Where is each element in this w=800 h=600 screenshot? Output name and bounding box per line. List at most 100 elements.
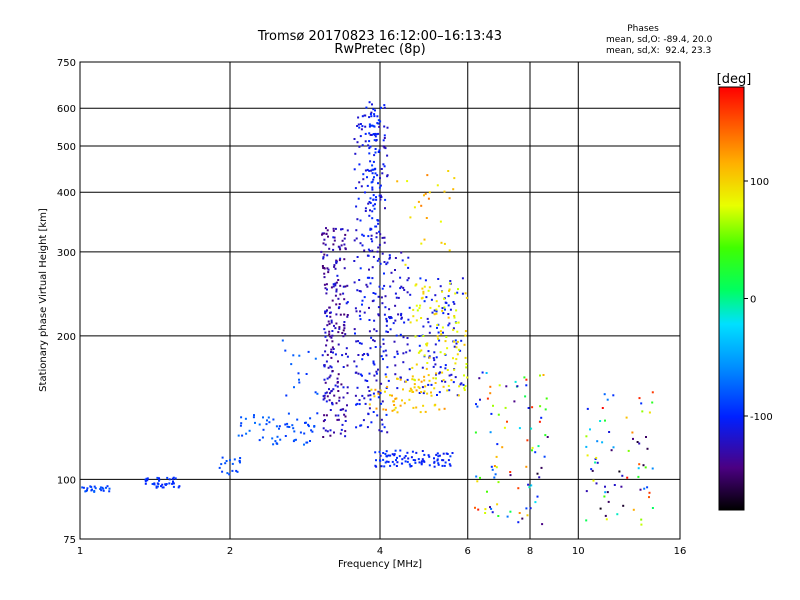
- data-point: [353, 281, 356, 284]
- data-point: [640, 402, 643, 405]
- data-point: [481, 371, 484, 374]
- data-point: [323, 238, 326, 241]
- data-point: [374, 203, 376, 206]
- data-point: [384, 198, 387, 201]
- data-point: [457, 288, 459, 291]
- data-point: [525, 384, 528, 387]
- data-point: [430, 298, 433, 301]
- data-point: [144, 478, 147, 481]
- data-point: [262, 428, 265, 431]
- data-point: [413, 383, 416, 386]
- data-point: [396, 411, 399, 414]
- data-point: [338, 259, 341, 262]
- data-point: [359, 242, 362, 245]
- data-point: [335, 402, 338, 405]
- data-point: [285, 394, 288, 397]
- data-point: [408, 390, 411, 393]
- data-point: [543, 455, 546, 458]
- data-point: [400, 462, 403, 465]
- data-point: [441, 459, 444, 462]
- data-point: [374, 135, 377, 138]
- data-point: [385, 455, 388, 458]
- data-point: [346, 386, 349, 389]
- data-point: [437, 305, 440, 308]
- data-point: [376, 414, 379, 417]
- data-point: [455, 321, 458, 324]
- data-point: [379, 198, 382, 201]
- data-point: [329, 311, 331, 314]
- data-point: [396, 387, 399, 390]
- data-point: [636, 441, 639, 443]
- data-point: [422, 459, 425, 462]
- data-point: [417, 200, 420, 203]
- data-point: [237, 434, 240, 437]
- data-point: [344, 333, 347, 336]
- data-point: [337, 279, 340, 281]
- data-point: [229, 459, 231, 462]
- data-point: [540, 416, 543, 419]
- data-point: [371, 188, 374, 191]
- data-point: [380, 355, 383, 358]
- data-point: [361, 299, 364, 302]
- data-point: [446, 347, 449, 350]
- data-point: [341, 332, 344, 334]
- data-point: [156, 485, 159, 488]
- data-point: [343, 321, 346, 323]
- data-point: [384, 390, 386, 393]
- data-point: [368, 132, 371, 135]
- data-point: [377, 295, 380, 298]
- data-point: [316, 392, 319, 395]
- data-point: [327, 268, 330, 271]
- data-point: [165, 483, 168, 485]
- data-point: [435, 373, 437, 376]
- data-point: [339, 248, 342, 251]
- data-point: [326, 395, 329, 398]
- data-point: [431, 311, 434, 314]
- data-point: [415, 283, 418, 286]
- data-point: [380, 196, 383, 198]
- data-point: [476, 480, 479, 483]
- x-tick-label: 2: [227, 546, 233, 557]
- data-point: [371, 249, 374, 252]
- data-point: [428, 464, 431, 467]
- data-point: [377, 222, 380, 225]
- data-point: [363, 311, 366, 314]
- data-point: [421, 450, 424, 452]
- data-point: [374, 172, 377, 175]
- data-point: [400, 316, 403, 319]
- data-point: [603, 495, 606, 498]
- data-point: [422, 325, 425, 328]
- data-point: [384, 147, 387, 150]
- data-point: [382, 139, 385, 142]
- data-point: [371, 164, 374, 167]
- data-point: [224, 462, 227, 465]
- data-point: [408, 349, 411, 352]
- data-point: [497, 413, 500, 416]
- data-point: [362, 178, 365, 181]
- data-points: [81, 101, 654, 526]
- data-point: [406, 343, 409, 346]
- data-point: [363, 249, 366, 252]
- data-point: [432, 357, 435, 360]
- data-point: [354, 152, 357, 155]
- data-point: [396, 180, 399, 183]
- data-point: [374, 451, 377, 454]
- data-point: [344, 285, 347, 288]
- data-point: [322, 257, 325, 260]
- data-point: [417, 385, 420, 388]
- data-point: [331, 299, 334, 302]
- data-point: [357, 372, 360, 375]
- data-point: [403, 456, 406, 459]
- data-point: [465, 363, 468, 365]
- data-point: [373, 395, 376, 398]
- data-point: [388, 254, 391, 257]
- data-point: [334, 284, 337, 287]
- data-point: [396, 461, 399, 464]
- data-point: [344, 420, 347, 422]
- data-point: [359, 135, 362, 138]
- data-point: [373, 113, 376, 116]
- data-point: [428, 331, 431, 334]
- data-point: [160, 485, 162, 488]
- data-point: [343, 267, 346, 270]
- data-point: [332, 248, 335, 251]
